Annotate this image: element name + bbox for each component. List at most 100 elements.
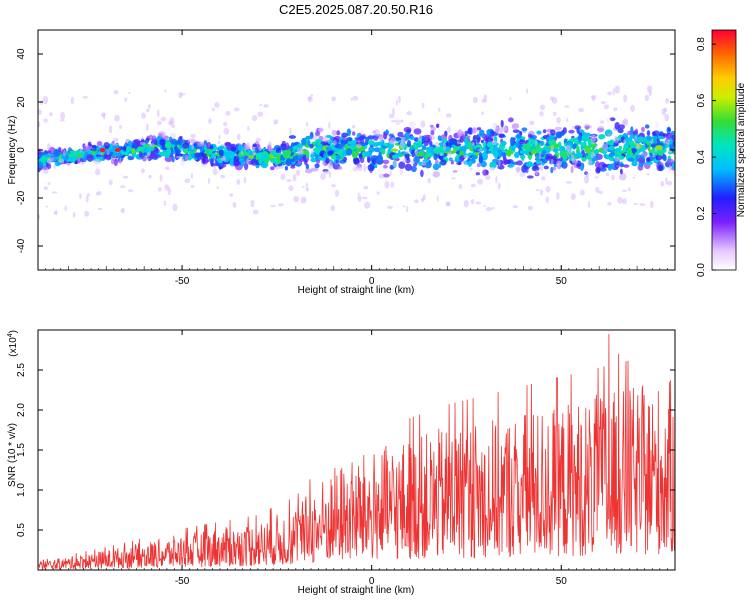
spectrogram-point (526, 161, 533, 168)
spectrogram-point (463, 200, 469, 208)
snr-ylabel: SNR (10 * v/v) (7, 423, 18, 487)
spectrogram-point (461, 134, 466, 141)
spectrogram-point (140, 168, 145, 174)
spectrogram-point (146, 157, 150, 160)
spectrogram-point (644, 94, 650, 102)
spectrogram-point (623, 164, 630, 168)
spectrogram-point (239, 160, 245, 167)
spectrogram-point (223, 152, 230, 155)
spectrogram-ytick-label: -20 (16, 190, 27, 205)
spectrogram-point (252, 152, 257, 155)
spectrogram-point (595, 167, 601, 174)
spectrogram-point (587, 200, 591, 209)
spectrogram-point (609, 139, 614, 146)
spectrogram-point (58, 158, 65, 164)
colorbar-tick-label: 0.2 (696, 206, 707, 220)
spectrogram-point (612, 88, 615, 96)
spectrogram-point (288, 185, 294, 191)
spectrogram-point (63, 149, 66, 157)
spectrogram-point (323, 139, 328, 142)
spectrogram-point (413, 128, 422, 135)
spectrogram-point (263, 104, 269, 108)
spectrogram-point (367, 164, 375, 172)
spectrogram-point (646, 157, 651, 163)
spectrogram-point (404, 163, 412, 171)
spectrogram-point (114, 114, 120, 122)
snr-xtick-label: 0 (369, 576, 375, 587)
spectrogram-point (38, 109, 42, 115)
spectrogram-point (594, 149, 600, 154)
spectrogram-point (435, 141, 440, 149)
spectrogram-point (232, 202, 237, 208)
spectrogram-point (285, 142, 290, 150)
spectrogram-point (490, 207, 495, 210)
spectrogram-point (322, 161, 326, 165)
spectrogram-point (665, 177, 668, 185)
spectrogram-point (367, 135, 375, 140)
spectrogram-point (225, 110, 231, 116)
spectrogram-point (378, 173, 385, 179)
spectrogram-point (545, 153, 553, 161)
spectrogram-point (344, 144, 349, 150)
spectrogram-point (345, 148, 353, 156)
spectrogram-point (481, 111, 484, 116)
spectrogram-point (258, 146, 262, 152)
spectrogram-point (110, 159, 115, 165)
spectrogram-point (217, 140, 221, 144)
spectrogram-point (359, 157, 365, 163)
spectrogram-point (292, 145, 300, 150)
spectrogram-point (288, 135, 296, 139)
snr-scale-prefix: (x10 (8, 337, 19, 357)
spectrogram-point (669, 138, 673, 145)
spectrogram-point (634, 135, 638, 142)
spectrogram-point (598, 190, 603, 194)
spectrogram-point (96, 140, 102, 147)
spectrogram-point (305, 182, 308, 188)
spectrogram-point (170, 138, 177, 145)
spectrogram-point (584, 147, 591, 154)
spectrogram-point (519, 150, 526, 155)
spectrogram-point (623, 139, 626, 145)
spectrogram-point (143, 147, 150, 153)
spectrogram-point (85, 196, 89, 203)
spectrogram-point (477, 127, 482, 131)
snr-axes: -50 0 50 0.5 1.0 1.5 2.0 2.5 (16, 330, 676, 587)
spectrogram-point (576, 126, 580, 134)
spectrogram-point (327, 138, 331, 142)
spectrogram-point (518, 144, 523, 151)
spectrogram-point (445, 113, 452, 118)
spectrogram-point (55, 209, 58, 216)
spectrogram-point (128, 189, 133, 193)
spectrogram-point (315, 139, 322, 143)
spectrogram-point (617, 196, 623, 204)
colorbar-tick-label: 0.0 (696, 263, 707, 277)
spectrogram-point (281, 140, 286, 146)
spectrogram-point (663, 154, 667, 162)
spectrogram-point (653, 136, 658, 144)
spectrogram-point (307, 140, 311, 147)
spectrogram-point (436, 195, 439, 203)
spectrogram-point (549, 129, 556, 136)
spectrogram-point (404, 132, 410, 141)
spectrogram-point (636, 136, 645, 143)
spectrogram-point (161, 132, 165, 138)
spectrogram-point (295, 154, 299, 162)
spectrogram-point (556, 192, 560, 200)
spectrogram-point (578, 107, 585, 113)
spectrogram-point (667, 181, 673, 186)
spectrogram-point (580, 142, 586, 147)
spectrogram-point (413, 156, 420, 164)
spectrogram-point (276, 154, 281, 161)
colorbar-label: Normalized spectral amplitude (736, 82, 747, 217)
spectrogram-point (458, 183, 463, 190)
spectrogram-point (420, 120, 426, 128)
spectrogram-point (599, 120, 605, 124)
spectrogram-point (395, 99, 398, 106)
spectrogram-point (171, 124, 176, 128)
spectrogram-point (665, 97, 670, 104)
spectrogram-point (159, 151, 168, 157)
spectrogram-point (568, 129, 575, 134)
spectrogram-point (607, 202, 612, 206)
spectrogram-point (666, 158, 674, 165)
spectrogram-point (176, 155, 182, 159)
